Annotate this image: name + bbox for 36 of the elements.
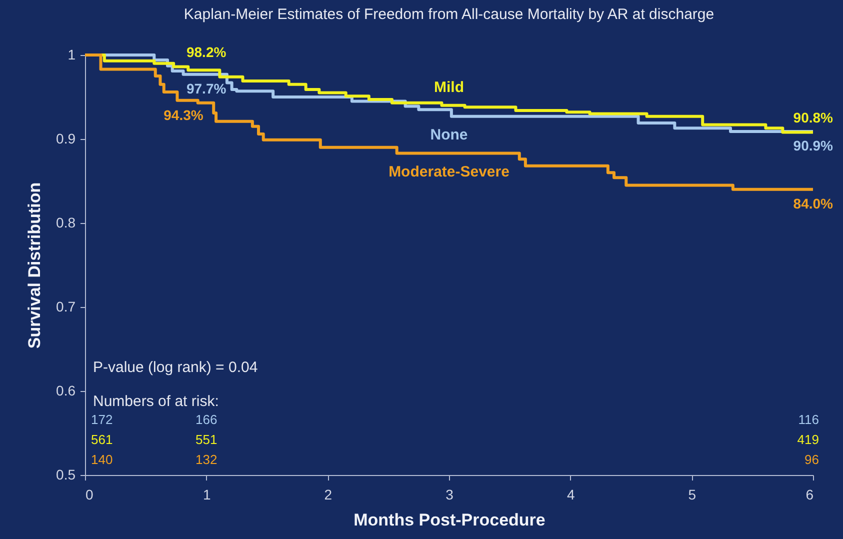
annotation: 96 [804,452,819,467]
annotation: 132 [195,452,218,467]
annotation: 551 [195,432,218,447]
series-label: None [430,126,468,144]
x-tick-label: 6 [806,486,814,502]
y-tick-label: 0.8 [56,214,76,230]
x-tick-label: 4 [566,486,575,502]
annotation: 561 [91,432,113,447]
chart-title: Kaplan-Meier Estimates of Freedom from All-cause Mortality by AR at discharge [184,6,714,23]
x-tick-label: 0 [86,486,94,502]
y-tick-label: 0.9 [56,130,76,146]
x-tick-label: 1 [202,486,211,502]
annotation: 166 [195,412,218,427]
annotation: 419 [797,432,819,447]
data-label: 98.2% [186,44,227,60]
y-tick-label: 0.7 [56,298,76,314]
data-label: 97.7% [186,80,227,96]
x-tick-label: 2 [324,486,332,502]
y-tick-label: 0.5 [56,466,76,482]
series-label: Moderate-Severe [388,163,510,180]
x-tick-label: 3 [446,486,454,502]
annotation: 140 [91,452,113,467]
annotation: 172 [91,412,113,427]
series-label: Mild [434,78,464,96]
annotation: 116 [798,412,819,427]
data-label: 94.3% [164,106,204,123]
y-tick-label: 0.6 [56,382,76,398]
data-label: 90.9% [793,137,834,154]
data-label: 84.0% [793,195,834,212]
y-tick-label: 1 [68,46,76,62]
y-axis-title: Survival Distribution [25,182,44,349]
x-axis-title: Months Post-Procedure [354,510,546,530]
annotation: P-value (log rank) = 0.04 [93,359,258,376]
data-label: 90.8% [793,109,834,126]
x-tick-label: 5 [688,486,696,502]
annotation: Numbers of at risk: [93,393,219,410]
